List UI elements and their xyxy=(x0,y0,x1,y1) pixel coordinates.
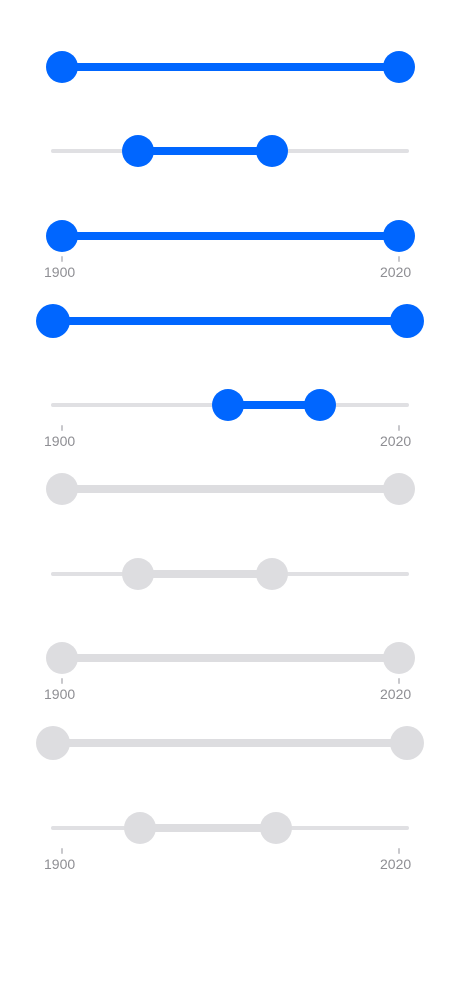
tick-label-min: 1900 xyxy=(44,264,76,280)
tick-mark-max xyxy=(398,848,400,854)
slider-fill xyxy=(62,654,399,662)
range-slider-3[interactable]: 1900 2020 xyxy=(0,216,461,280)
slider-thumb-low[interactable] xyxy=(36,304,70,338)
slider-thumb-high xyxy=(383,473,415,505)
slider-thumb-low[interactable] xyxy=(212,389,244,421)
slider-thumb-high xyxy=(256,558,288,590)
tick-mark-max xyxy=(398,256,400,262)
range-slider-7-disabled xyxy=(0,554,461,594)
slider-thumb-low xyxy=(46,473,78,505)
slider-fill xyxy=(138,570,272,578)
tick-label-max: 2020 xyxy=(380,264,412,280)
range-slider-5[interactable]: 1900 2020 xyxy=(0,385,461,449)
tick-mark-max xyxy=(398,678,400,684)
slider-thumb-high[interactable] xyxy=(383,220,415,252)
tick-label-max: 2020 xyxy=(380,686,412,702)
slider-fill xyxy=(140,824,276,832)
slider-fill xyxy=(62,63,399,71)
slider-fill xyxy=(138,147,272,155)
tick-label-min: 1900 xyxy=(44,856,76,872)
slider-thumb-high xyxy=(260,812,292,844)
slider-thumb-low xyxy=(36,726,70,760)
range-slider-9-disabled xyxy=(0,723,461,763)
tick-label-min: 1900 xyxy=(44,686,76,702)
slider-thumb-high xyxy=(390,726,424,760)
tick-mark-min xyxy=(61,848,63,854)
tick-mark-min xyxy=(61,425,63,431)
range-slider-6-disabled xyxy=(0,469,461,509)
range-slider-2[interactable] xyxy=(0,131,461,171)
slider-fill xyxy=(53,739,407,747)
slider-thumb-low[interactable] xyxy=(46,220,78,252)
range-slider-8-disabled: 1900 2020 xyxy=(0,638,461,702)
tick-label-max: 2020 xyxy=(380,433,412,449)
tick-mark-min xyxy=(61,678,63,684)
tick-mark-min xyxy=(61,256,63,262)
slider-fill xyxy=(62,485,399,493)
slider-thumb-high[interactable] xyxy=(304,389,336,421)
tick-label-max: 2020 xyxy=(380,856,412,872)
slider-thumb-high[interactable] xyxy=(390,304,424,338)
tick-mark-max xyxy=(398,425,400,431)
slider-thumb-high[interactable] xyxy=(383,51,415,83)
slider-fill xyxy=(228,401,320,409)
slider-fill xyxy=(53,317,407,325)
slider-thumb-high xyxy=(383,642,415,674)
range-slider-4[interactable] xyxy=(0,301,461,341)
slider-thumb-low[interactable] xyxy=(46,51,78,83)
slider-thumb-low xyxy=(122,558,154,590)
slider-thumb-low[interactable] xyxy=(122,135,154,167)
range-slider-10-disabled: 1900 2020 xyxy=(0,808,461,872)
slider-fill xyxy=(62,232,399,240)
slider-thumb-low xyxy=(46,642,78,674)
slider-thumb-high[interactable] xyxy=(256,135,288,167)
range-slider-1[interactable] xyxy=(0,47,461,87)
tick-label-min: 1900 xyxy=(44,433,76,449)
slider-thumb-low xyxy=(124,812,156,844)
